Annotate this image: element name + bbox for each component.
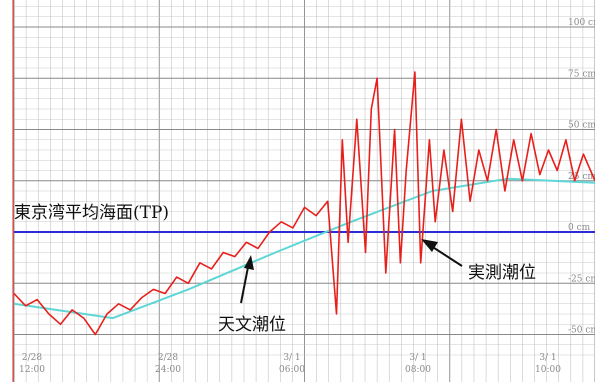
y-tick-label: -25 cm bbox=[568, 274, 595, 284]
reference-line-label: 東京湾平均海面(TP) bbox=[14, 203, 169, 223]
y-tick-label: 25 cm bbox=[568, 172, 595, 182]
x-tick-labels: 2/28 12:00 2/28 24:00 3/ 1 06:00 3/ 1 08:00 3/ 1… bbox=[19, 353, 561, 375]
y-tick-label: -50 cm bbox=[568, 326, 595, 336]
y-tick-label: 50 cm bbox=[568, 121, 595, 131]
y-tick-label: 100 cm bbox=[568, 18, 595, 28]
observed-tide-arrow bbox=[421, 239, 463, 267]
astronomical-tide-label: 天文潮位 bbox=[218, 315, 286, 335]
astronomical-tide-arrow bbox=[240, 255, 254, 304]
observed-tide-line bbox=[13, 71, 595, 336]
x-tick-day-label: 2/28 bbox=[22, 353, 42, 363]
x-tick-time-label: 06:00 bbox=[279, 365, 305, 375]
x-tick-day-label: 3/ 1 bbox=[283, 353, 300, 363]
x-tick-day-label: 2/28 bbox=[158, 353, 178, 363]
y-tick-label: 75 cm bbox=[568, 69, 595, 79]
x-tick-time-label: 24:00 bbox=[155, 365, 181, 375]
x-tick-day-label: 3/ 1 bbox=[409, 353, 426, 363]
x-tick-time-label: 08:00 bbox=[405, 365, 431, 375]
grid bbox=[13, 0, 595, 382]
x-tick-time-label: 12:00 bbox=[19, 365, 45, 375]
astronomical-tide-line bbox=[13, 177, 595, 320]
y-tick-labels: 100 cm 75 cm 50 cm 25 cm 0 cm -25 cm -50 cm bbox=[568, 18, 595, 336]
x-tick-time-label: 10:00 bbox=[535, 365, 561, 375]
y-tick-label: 0 cm bbox=[568, 223, 591, 233]
x-tick-day-label: 3/ 1 bbox=[539, 353, 556, 363]
observed-tide-label: 実測潮位 bbox=[468, 263, 536, 283]
